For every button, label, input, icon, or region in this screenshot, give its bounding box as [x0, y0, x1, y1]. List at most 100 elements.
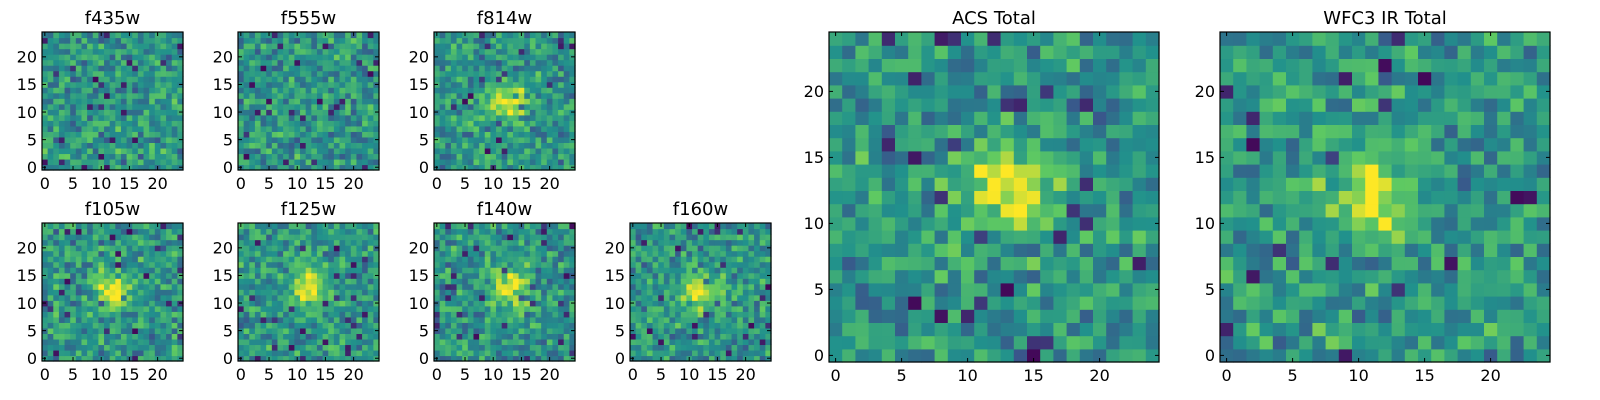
heatmap-cell [829, 348, 843, 363]
heatmap-cell [70, 349, 77, 357]
heatmap-cell [64, 147, 71, 155]
heatmap-cell [501, 223, 508, 230]
heatmap-cell [177, 131, 184, 138]
heatmap-cell [339, 70, 346, 77]
heatmap-cell [467, 158, 475, 166]
heatmap-cell [462, 278, 469, 285]
heatmap-cell [1106, 256, 1120, 271]
heatmap-cell [137, 65, 145, 72]
heatmap-cell [765, 289, 772, 296]
heatmap-cell [675, 261, 682, 268]
heatmap-cell [149, 103, 156, 110]
heatmap-cell [277, 131, 284, 138]
heatmap-cell [254, 311, 262, 318]
heatmap-cell [518, 289, 525, 296]
heatmap-cell [288, 272, 295, 279]
heatmap-cell [646, 294, 654, 301]
heatmap-cell [53, 43, 60, 50]
heatmap-cell [120, 54, 128, 61]
heatmap-cell [558, 131, 565, 138]
heatmap-cell [92, 228, 99, 235]
heatmap-cell [350, 92, 358, 99]
heatmap-cell [294, 81, 301, 88]
heatmap-cell [249, 125, 256, 132]
heatmap-cell [501, 92, 508, 99]
heatmap-cell [356, 261, 363, 268]
heatmap-cell [708, 305, 716, 312]
heatmap-cell [473, 92, 480, 99]
heatmap-cell [434, 267, 441, 274]
heatmap-cell [546, 283, 554, 290]
heatmap-cell [524, 338, 531, 346]
heatmap-cell [70, 43, 77, 50]
heatmap-cell [754, 272, 761, 279]
heatmap-cell [974, 243, 988, 257]
heatmap-cell [855, 282, 870, 297]
heatmap-cell [75, 147, 83, 155]
heatmap-cell [742, 333, 750, 340]
heatmap-cell [535, 355, 542, 362]
heatmap-cell [87, 333, 94, 340]
heatmap-cell [104, 37, 111, 44]
heatmap-cell [1079, 177, 1094, 191]
heatmap-cell [708, 234, 716, 241]
heatmap-cell [53, 92, 60, 99]
heatmap-cell [569, 76, 576, 83]
heatmap-cell [947, 230, 962, 244]
heatmap-cell [518, 136, 525, 143]
heatmap-cell [708, 311, 716, 318]
heatmap-cell [934, 230, 949, 244]
heatmap-cell [154, 327, 162, 334]
heatmap-cell [373, 256, 380, 263]
heatmap-cell [484, 300, 491, 307]
heatmap-cell [120, 147, 128, 155]
heatmap-cell [569, 120, 576, 127]
heatmap-cell [535, 300, 542, 307]
heatmap-cell [512, 327, 520, 334]
heatmap-cell [934, 216, 949, 231]
heatmap-cell [541, 109, 548, 116]
heatmap-cell [345, 305, 352, 312]
heatmap-cell [350, 87, 358, 94]
heatmap-cell [501, 114, 508, 121]
heatmap-cell [1000, 256, 1015, 271]
heatmap-cell [171, 316, 178, 323]
heatmap-cell [635, 272, 642, 279]
heatmap-cell [81, 283, 88, 290]
heatmap-cell [987, 335, 1002, 350]
heatmap-cell [98, 338, 105, 346]
heatmap-cell [333, 245, 341, 252]
heatmap-cell [328, 32, 335, 39]
heatmap-cell [126, 81, 133, 88]
heatmap-cell [484, 81, 491, 88]
heatmap-cell [367, 245, 374, 252]
heatmap-cell [53, 48, 60, 55]
heatmap-cell [177, 311, 184, 318]
heatmap-cell [868, 335, 883, 350]
heatmap-cell [535, 87, 542, 94]
heatmap-cell [132, 289, 139, 296]
heatmap-cell [362, 316, 369, 323]
heatmap-cell [563, 87, 570, 94]
heatmap-cell [254, 349, 262, 357]
heatmap-cell [1119, 164, 1134, 178]
heatmap-cell [339, 278, 346, 285]
heatmap-cell [104, 109, 111, 116]
heatmap-cell [680, 272, 687, 279]
heatmap-cell [541, 158, 548, 166]
heatmap-cell [171, 48, 178, 55]
heatmap-cell [829, 164, 843, 178]
heatmap-cell [541, 311, 548, 318]
heatmap-cell [126, 109, 133, 116]
heatmap-cell [126, 289, 133, 296]
heatmap-cell [171, 267, 178, 274]
heatmap-cell [529, 311, 537, 318]
heatmap-cell [524, 158, 531, 166]
heatmap-cell [132, 114, 139, 121]
heatmap-cell [630, 283, 637, 290]
heatmap-cell [109, 103, 116, 110]
heatmap-cell [524, 131, 531, 138]
heatmap-cell [58, 158, 66, 166]
heatmap-cell [646, 305, 654, 312]
heatmap-cell [652, 300, 659, 307]
